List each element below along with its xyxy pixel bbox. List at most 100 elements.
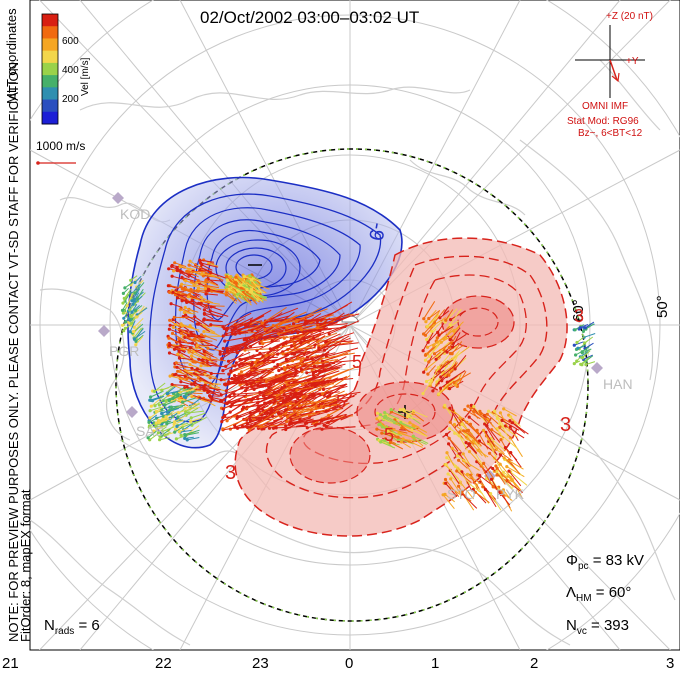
velocity-vector-origin bbox=[428, 354, 432, 358]
velocity-vector-origin bbox=[225, 419, 229, 423]
velocity-vector-origin bbox=[383, 411, 387, 415]
velocity-vector bbox=[196, 281, 207, 284]
velocity-vector bbox=[194, 316, 210, 328]
velocity-vector bbox=[177, 370, 189, 377]
velocity-vector bbox=[287, 380, 321, 386]
velocity-vector-origin bbox=[284, 427, 288, 432]
velocity-vector bbox=[226, 291, 238, 302]
velocity-vector-origin bbox=[297, 404, 301, 408]
velocity-vector bbox=[180, 331, 199, 339]
velocity-vector bbox=[427, 314, 440, 327]
velocity-vector-origin bbox=[123, 326, 127, 330]
velocity-vector bbox=[253, 284, 267, 294]
velocity-vector bbox=[200, 378, 214, 385]
velocity-vector-origin bbox=[250, 288, 254, 292]
velocity-vector-origin bbox=[437, 392, 441, 396]
velocity-vector-origin bbox=[271, 360, 275, 364]
velocity-vector bbox=[178, 291, 194, 297]
velocity-vector-origin bbox=[477, 439, 481, 443]
velocity-vector-origin bbox=[220, 399, 224, 403]
velocity-vector bbox=[457, 467, 471, 479]
velocity-vector-origin bbox=[446, 472, 450, 476]
velocity-vector-origin bbox=[196, 279, 200, 283]
velocity-vector-origin bbox=[575, 340, 579, 345]
velocity-vector bbox=[454, 354, 467, 370]
velocity-vector-origin bbox=[282, 336, 286, 340]
velocity-vector-origin bbox=[121, 301, 125, 305]
velocity-vector-origin bbox=[267, 426, 272, 430]
velocity-vector-origin bbox=[298, 418, 302, 422]
velocity-vector bbox=[503, 471, 515, 480]
velocity-vector bbox=[201, 264, 213, 271]
velocity-vector-origin bbox=[439, 340, 443, 344]
velocity-vector-origin bbox=[120, 323, 125, 327]
velocity-vector bbox=[422, 332, 434, 351]
velocity-vector bbox=[507, 475, 520, 490]
velocity-vector bbox=[277, 324, 303, 328]
velocity-vector bbox=[253, 398, 283, 420]
velocity-vector bbox=[499, 423, 518, 438]
velocity-vector-origin bbox=[467, 415, 471, 419]
velocity-vector bbox=[199, 397, 213, 403]
velocity-vector bbox=[221, 384, 246, 402]
velocity-vector bbox=[467, 438, 483, 457]
velocity-vector bbox=[126, 292, 133, 306]
velocity-vector-origin bbox=[505, 465, 509, 469]
velocity-vector-origin bbox=[245, 422, 249, 426]
velocity-vector bbox=[282, 337, 309, 345]
velocity-vector bbox=[221, 385, 251, 396]
velocity-vector bbox=[168, 346, 185, 352]
velocity-vector-origin bbox=[224, 364, 228, 368]
velocity-vector bbox=[210, 310, 229, 317]
velocity-vector-origin bbox=[276, 363, 280, 367]
velocity-vector-origin bbox=[281, 352, 285, 356]
velocity-vector bbox=[207, 347, 221, 352]
velocity-vector bbox=[496, 428, 505, 441]
colorbar-tick-200: 200 bbox=[62, 94, 79, 105]
velocity-vector-origin bbox=[165, 422, 169, 426]
velocity-vector bbox=[257, 385, 289, 404]
velocity-vector bbox=[209, 395, 221, 397]
velocity-vector bbox=[246, 381, 265, 389]
velocity-vector bbox=[453, 372, 471, 383]
velocity-vector-origin bbox=[233, 374, 237, 378]
imf-y-label: +Y bbox=[626, 56, 639, 67]
velocity-vector-origin bbox=[204, 278, 208, 282]
velocity-vector-origin bbox=[498, 422, 502, 426]
velocity-vector bbox=[200, 302, 210, 309]
velocity-vector bbox=[235, 278, 244, 288]
velocity-vector bbox=[200, 365, 211, 368]
velocity-vector-origin bbox=[398, 408, 402, 412]
velocity-vector bbox=[326, 347, 359, 357]
velocity-vector bbox=[381, 432, 399, 439]
velocity-vector-origin bbox=[234, 361, 238, 365]
velocity-vector-origin bbox=[128, 330, 132, 334]
velocity-vector-origin bbox=[221, 369, 225, 373]
colorbar-swatch bbox=[42, 87, 58, 101]
velocity-vector bbox=[397, 438, 414, 445]
velocity-vector-origin bbox=[467, 450, 472, 454]
velocity-vector bbox=[306, 317, 325, 323]
velocity-vector bbox=[508, 460, 521, 475]
velocity-vector-origin bbox=[150, 399, 155, 403]
velocity-vector bbox=[204, 356, 215, 364]
velocity-vector bbox=[583, 333, 596, 338]
velocity-vector bbox=[207, 391, 220, 396]
velocity-vector bbox=[237, 293, 253, 300]
velocity-vector-origin bbox=[187, 263, 191, 267]
velocity-vector bbox=[235, 315, 265, 329]
colorbar-swatch bbox=[42, 111, 58, 125]
velocity-vector bbox=[133, 318, 144, 328]
velocity-vector-origin bbox=[228, 395, 232, 399]
velocity-vector bbox=[129, 320, 136, 332]
velocity-vector-origin bbox=[190, 298, 194, 303]
velocity-vector bbox=[122, 293, 129, 304]
velocity-vector-origin bbox=[220, 420, 224, 424]
contour-label-3c: 3 bbox=[574, 306, 585, 326]
velocity-vector-origin bbox=[457, 484, 461, 488]
velocity-vector bbox=[448, 320, 459, 329]
velocity-vector-origin bbox=[175, 424, 179, 428]
velocity-vector bbox=[251, 279, 262, 293]
velocity-vector-origin bbox=[457, 458, 461, 462]
velocity-vector-origin bbox=[427, 360, 431, 364]
